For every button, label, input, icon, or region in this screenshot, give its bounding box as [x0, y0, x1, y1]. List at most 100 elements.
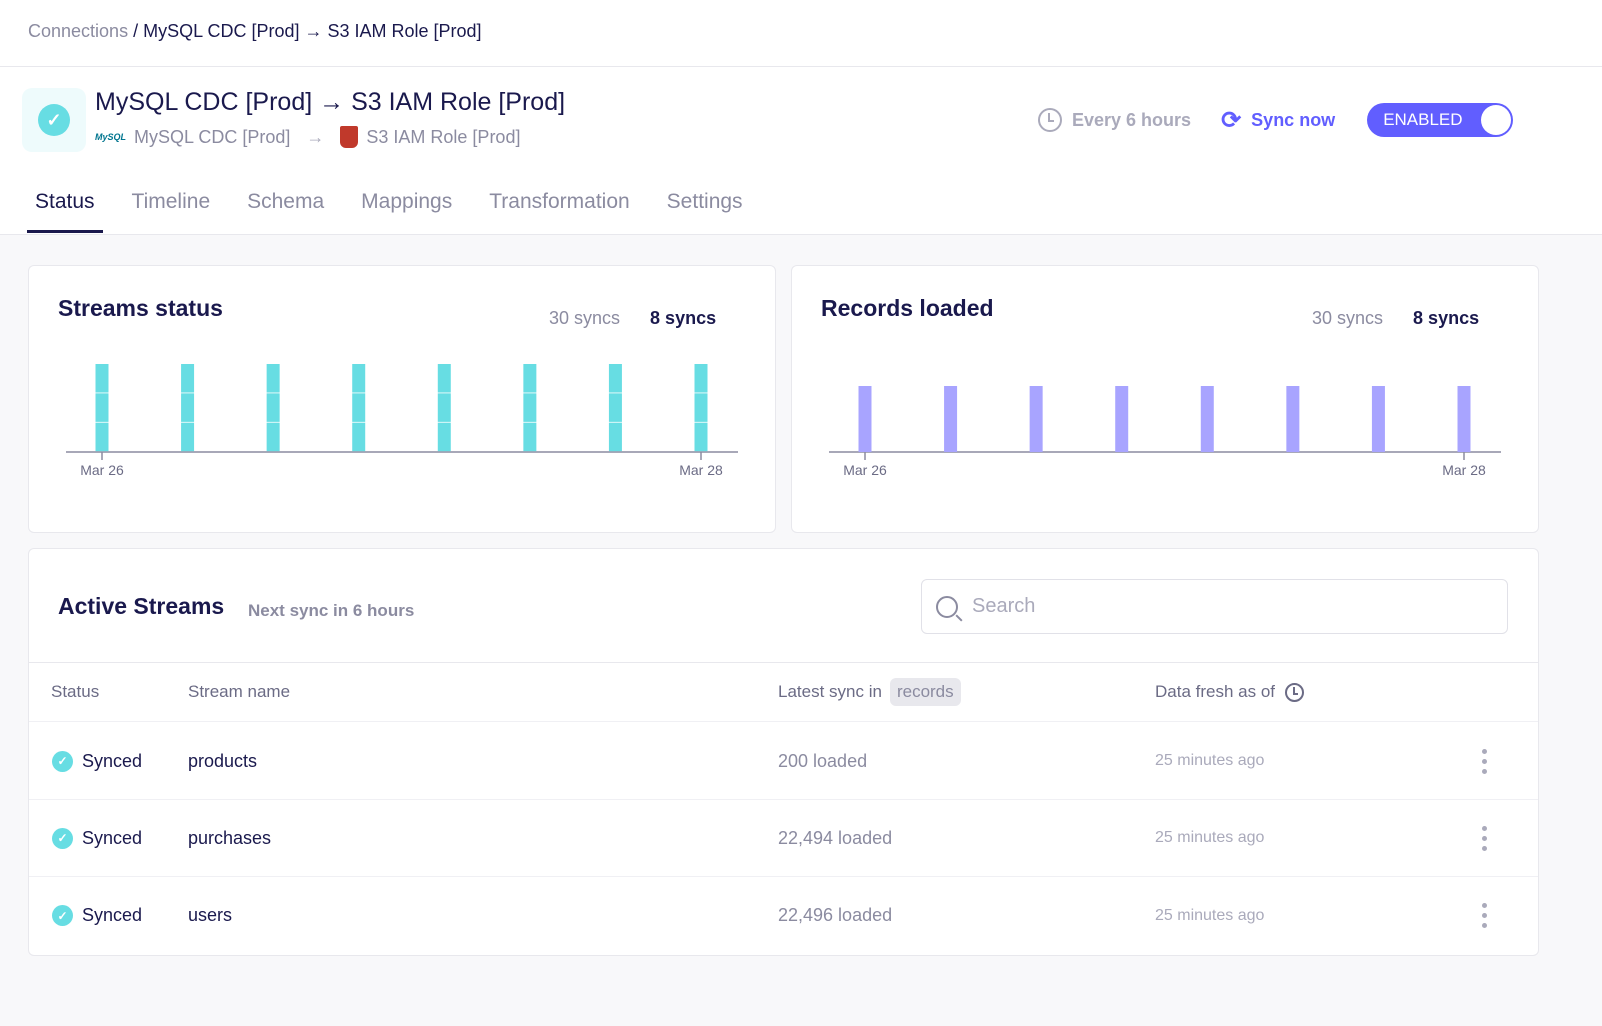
stream-name: products	[188, 750, 258, 771]
sync-now-button[interactable]: ⟳ Sync now	[1221, 106, 1335, 135]
streams-status-chart: Mar 26 Mar 28	[66, 364, 738, 478]
bar	[1200, 386, 1214, 452]
tab-schema[interactable]: Schema	[247, 190, 325, 213]
bar	[944, 386, 958, 452]
check-circle-icon: ✓	[52, 827, 73, 849]
tab-mappings[interactable]: Mappings	[361, 190, 453, 213]
connection-subtitle: MySQL MySQL CDC [Prod] → S3 IAM Role [Pr…	[95, 126, 520, 148]
latest-sync-value: 22,494 loaded	[778, 827, 893, 848]
bar-segment	[608, 393, 622, 422]
data-fresh-label: Data fresh as of	[1155, 682, 1276, 701]
sync-now-label: Sync now	[1251, 109, 1336, 130]
bar-segment	[266, 422, 280, 452]
connection-header: Connections / MySQL CDC [Prod] → S3 IAM …	[0, 0, 1602, 235]
tab-timeline[interactable]: Timeline	[131, 190, 211, 213]
active-streams-title: Active Streams	[58, 593, 225, 619]
bar-segment	[181, 393, 195, 422]
more-options-icon[interactable]	[1482, 749, 1487, 774]
table-row[interactable]: ✓ Synced products 200 loaded 25 minutes a…	[29, 723, 1538, 800]
toggle-knob	[1481, 105, 1512, 135]
range-selector: 30 syncs 8 syncs	[1312, 308, 1479, 329]
sync-frequency: Every 6 hours	[1038, 108, 1191, 132]
breadcrumb-current: MySQL CDC [Prod] → S3 IAM Role [Prod]	[143, 21, 482, 41]
next-sync-label: Next sync in 6 hours	[248, 601, 415, 620]
bar	[858, 386, 872, 452]
stream-name: users	[188, 905, 233, 925]
bar	[1115, 386, 1129, 452]
bar-segment	[181, 364, 195, 393]
col-stream-name: Stream name	[188, 682, 291, 701]
bar-segment	[95, 364, 109, 393]
more-options-icon[interactable]	[1482, 826, 1487, 851]
bar-segment	[352, 364, 366, 393]
tab-status[interactable]: Status	[27, 190, 103, 233]
range-30-syncs[interactable]: 30 syncs	[1312, 308, 1384, 328]
records-loaded-card: Records loaded 30 syncs 8 syncs Mar 26 Ma…	[791, 265, 1539, 533]
x-tick-label: Mar 26	[843, 462, 887, 478]
s3-bucket-icon	[340, 126, 359, 148]
records-unit-toggle[interactable]: records	[889, 678, 961, 706]
connection-status: ✓	[22, 88, 86, 152]
stream-name: purchases	[188, 827, 272, 848]
bar	[1029, 386, 1043, 452]
mysql-logo-icon: MySQL	[95, 132, 127, 142]
latest-sync-value: 22,496 loaded	[778, 905, 893, 925]
check-circle-icon: ✓	[38, 104, 70, 136]
active-streams-card: Active Streams Next sync in 6 hours Stat…	[28, 548, 1539, 956]
bar-segment	[523, 422, 537, 452]
tab-transformation[interactable]: Transformation	[489, 190, 630, 213]
bar-segment	[523, 364, 537, 393]
data-fresh-value: 25 minutes ago	[1155, 829, 1265, 846]
search-input[interactable]	[972, 595, 1472, 618]
page-title: MySQL CDC [Prod] → S3 IAM Role [Prod]	[95, 88, 566, 116]
col-status: Status	[51, 682, 100, 701]
arrow-right-icon: →	[306, 126, 325, 147]
bar-segment	[694, 364, 708, 393]
refresh-icon: ⟳	[1221, 106, 1242, 134]
destination-name[interactable]: S3 IAM Role [Prod]	[366, 126, 521, 147]
bar-segment	[694, 393, 708, 422]
bar-segment	[352, 393, 366, 422]
source-name[interactable]: MySQL CDC [Prod]	[134, 126, 291, 147]
table-row[interactable]: ✓ Synced users 22,496 loaded 25 minutes a…	[29, 877, 1538, 954]
search-box	[921, 579, 1508, 634]
x-tick-label: Mar 28	[1442, 462, 1486, 478]
bar-segment	[181, 422, 195, 452]
latest-sync-value: 200 loaded	[778, 750, 868, 771]
records-loaded-title: Records loaded	[821, 295, 994, 321]
latest-sync-label: Latest sync in	[778, 682, 882, 701]
enabled-toggle[interactable]: ENABLED	[1367, 103, 1514, 137]
breadcrumb-connections-link[interactable]: Connections	[28, 21, 129, 41]
x-tick-label: Mar 28	[679, 462, 723, 478]
check-circle-icon: ✓	[52, 750, 73, 772]
more-options-icon[interactable]	[1482, 903, 1487, 928]
bar-segment	[694, 422, 708, 452]
col-data-fresh: Data fresh as of	[1155, 663, 1305, 721]
bar-segment	[95, 393, 109, 422]
streams-status-card: Streams status 30 syncs 8 syncs Mar 26 Ma…	[28, 265, 776, 533]
status-cell: ✓ Synced	[52, 800, 142, 876]
clock-icon	[1285, 682, 1305, 702]
table-header: Status Stream name Latest sync in records…	[29, 662, 1538, 722]
status-text: Synced	[82, 905, 143, 925]
tab-settings[interactable]: Settings	[666, 190, 743, 213]
bar-segment	[352, 422, 366, 452]
data-fresh-value: 25 minutes ago	[1155, 906, 1265, 924]
check-circle-icon: ✓	[52, 905, 73, 926]
bar-segment	[95, 422, 109, 452]
tab-bar: Status Timeline Schema Mappings Transfor…	[27, 190, 772, 233]
bar-segment	[523, 393, 537, 422]
range-8-syncs[interactable]: 8 syncs	[650, 308, 717, 328]
x-tick-label: Mar 26	[80, 462, 124, 478]
bar-segment	[437, 393, 451, 422]
range-8-syncs[interactable]: 8 syncs	[1413, 308, 1480, 328]
range-30-syncs[interactable]: 30 syncs	[549, 308, 621, 328]
frequency-label: Every 6 hours	[1072, 109, 1192, 130]
bar-segment	[437, 364, 451, 393]
status-cell: ✓ Synced	[52, 877, 142, 954]
divider	[0, 66, 1602, 67]
breadcrumb: Connections / MySQL CDC [Prod] → S3 IAM …	[28, 21, 482, 42]
table-row[interactable]: ✓ Synced purchases 22,494 loaded 25 minut…	[29, 800, 1538, 877]
status-text: Synced	[82, 750, 143, 771]
bar-segment	[608, 422, 622, 452]
